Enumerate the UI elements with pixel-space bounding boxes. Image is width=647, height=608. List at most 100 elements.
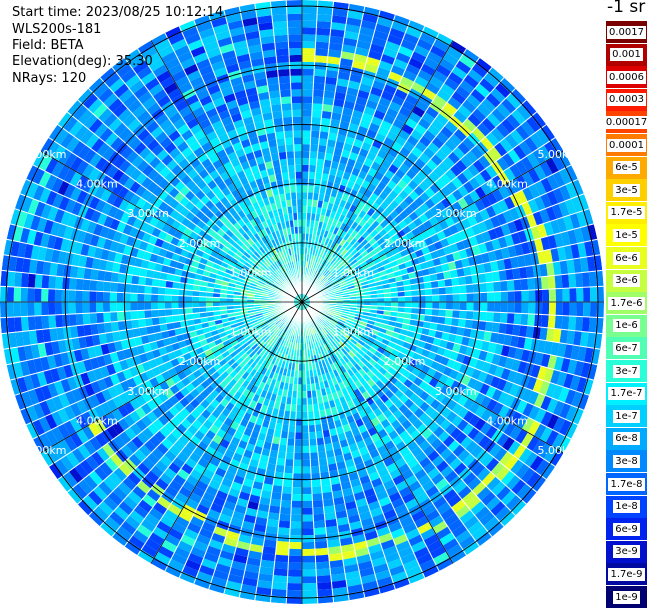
backscatter-cell [316, 21, 331, 29]
backscatter-cell [405, 302, 412, 308]
backscatter-cell [528, 290, 535, 302]
backscatter-cell [302, 158, 310, 165]
backscatter-cell [48, 276, 56, 290]
backscatter-cell [178, 302, 185, 309]
backscatter-cell [273, 478, 283, 486]
backscatter-cell [276, 548, 290, 556]
backscatter-cell [480, 311, 488, 321]
backscatter-cell [309, 439, 317, 446]
backscatter-cell [69, 278, 77, 291]
backscatter-cell [492, 271, 500, 282]
backscatter-cell [312, 486, 322, 494]
backscatter-cell [505, 269, 513, 281]
backscatter-cell [501, 291, 508, 302]
backscatter-cell [309, 158, 317, 165]
backscatter-cell [412, 302, 419, 308]
backscatter-cell [296, 419, 303, 426]
backscatter-cell [313, 507, 324, 515]
backscatter-cell [185, 296, 192, 302]
backscatter-cell [315, 541, 328, 549]
backscatter-cell [137, 293, 144, 302]
backscatter-cell [286, 445, 294, 453]
backscatter-cell [302, 82, 314, 89]
backscatter-cell [83, 279, 91, 291]
backscatter-cell [302, 103, 312, 110]
backscatter-cell [48, 289, 55, 302]
backscatter-cell [285, 459, 294, 467]
backscatter-cell [165, 288, 172, 296]
backscatter-cell [55, 289, 62, 302]
backscatter-cell [291, 515, 303, 522]
backscatter-cell [309, 165, 317, 172]
backscatter-cell [283, 480, 293, 488]
backscatter-cell [293, 460, 302, 467]
backscatter-cell [48, 315, 56, 329]
backscatter-cell [272, 485, 283, 493]
backscatter-cell [323, 97, 334, 105]
backscatter-cell [315, 555, 329, 563]
backscatter-cell [144, 294, 151, 302]
backscatter-cell [302, 55, 315, 62]
backscatter-cell [460, 302, 467, 311]
backscatter-cell [439, 287, 446, 295]
backscatter-cell [144, 310, 151, 319]
backscatter-cell [324, 512, 336, 520]
backscatter-cell [96, 291, 103, 302]
backscatter-cell [555, 315, 563, 329]
backscatter-cell [7, 317, 15, 333]
backscatter-cell [48, 302, 55, 315]
backscatter-cell [293, 467, 302, 474]
backscatter-cell [575, 273, 583, 288]
backscatter-cell [69, 314, 77, 327]
backscatter-cell [290, 528, 302, 535]
backscatter-cell [439, 295, 446, 303]
backscatter-cell [292, 480, 302, 487]
backscatter-cell [302, 34, 316, 41]
backscatter-cell [467, 302, 474, 311]
backscatter-cell [137, 302, 144, 311]
backscatter-cell [103, 302, 110, 312]
backscatter-cell [311, 131, 320, 139]
backscatter-cell [446, 294, 453, 302]
backscatter-cell [313, 514, 325, 522]
backscatter-cell [103, 312, 111, 323]
backscatter-cell [515, 291, 522, 303]
backscatter-cell [466, 311, 474, 320]
backscatter-cell [14, 317, 22, 332]
backscatter-cell [459, 310, 467, 319]
backscatter-cell [302, 14, 317, 21]
backscatter-cell [527, 278, 535, 291]
backscatter-cell [316, 575, 331, 583]
backscatter-cell [268, 512, 280, 520]
backscatter-cell [28, 273, 36, 288]
backscatter-cell [151, 310, 159, 318]
backscatter-cell [499, 323, 507, 334]
backscatter-cell [563, 288, 570, 302]
backscatter-cell [21, 316, 29, 331]
backscatter-cell [487, 302, 494, 312]
backscatter-cell [445, 310, 453, 318]
backscatter-cell [144, 286, 151, 295]
backscatter-cell [439, 309, 446, 317]
backscatter-cell [321, 111, 332, 119]
backscatter-cell [131, 319, 139, 329]
backscatter-cell [302, 521, 314, 528]
backscatter-cell [287, 576, 302, 583]
backscatter-cell [548, 276, 556, 290]
backscatter-cell [452, 286, 459, 295]
backscatter-cell [452, 310, 459, 319]
backscatter-cell [14, 272, 22, 287]
backscatter-cell [541, 315, 549, 328]
backscatter-cell [131, 275, 139, 285]
backscatter-cell [292, 487, 302, 494]
backscatter-cell [315, 42, 329, 50]
backscatter-cell [302, 528, 314, 535]
backscatter-cell [110, 292, 117, 302]
backscatter-cell [288, 556, 302, 563]
backscatter-cell [165, 309, 172, 317]
backscatter-cell [302, 583, 317, 590]
backscatter-cell [589, 317, 597, 333]
backscatter-cell [55, 276, 63, 289]
backscatter-cell [312, 110, 322, 118]
backscatter-cell [302, 439, 310, 446]
